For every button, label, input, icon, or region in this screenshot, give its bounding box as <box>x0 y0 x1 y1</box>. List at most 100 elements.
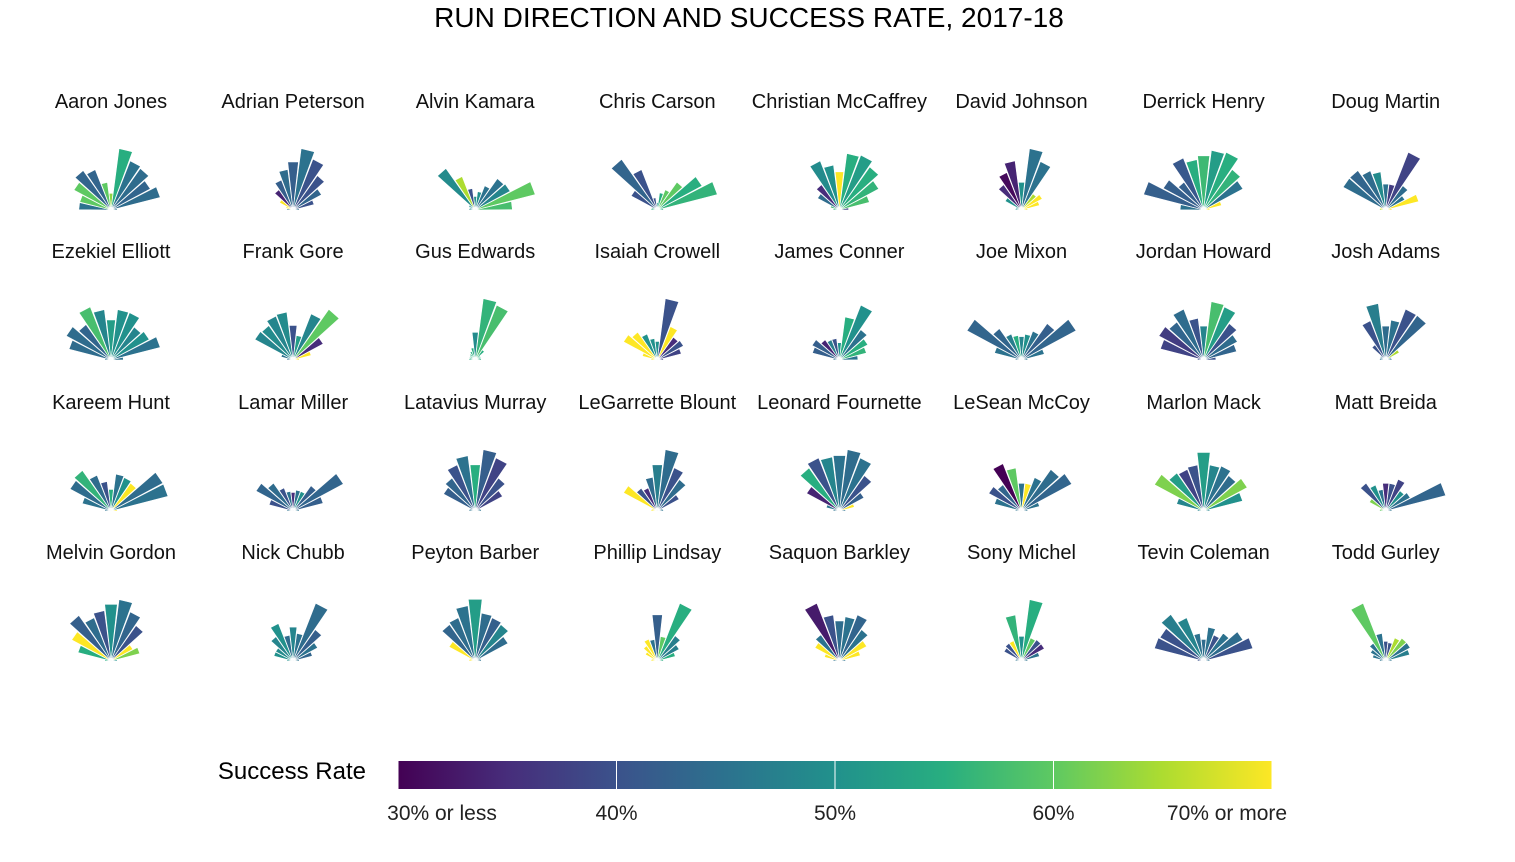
player-name: Gus Edwards <box>415 241 535 263</box>
direction-bar <box>632 169 658 211</box>
direction-bar <box>997 484 1022 512</box>
direction-bar <box>110 309 129 361</box>
direction-bar <box>657 298 680 361</box>
direction-bar <box>448 617 476 662</box>
player-name: Lamar Miller <box>238 392 348 414</box>
direction-bar <box>815 634 840 662</box>
player-name: Frank Gore <box>243 241 344 263</box>
direction-bar <box>266 315 294 361</box>
direction-bar <box>623 485 658 512</box>
direction-bar <box>1178 468 1204 512</box>
direction-bar <box>446 464 476 512</box>
direction-bar <box>106 319 116 361</box>
direction-bar <box>1203 637 1254 662</box>
direction-bar <box>1199 325 1208 361</box>
direction-bar <box>998 184 1022 211</box>
player-name: Nick Chubb <box>241 542 344 564</box>
direction-bar <box>278 169 294 211</box>
direction-bar <box>474 178 505 211</box>
direction-bar <box>839 475 873 512</box>
direction-bar <box>1021 161 1052 211</box>
direction-bar <box>1203 492 1244 512</box>
player-panel: Tevin Coleman <box>1137 542 1270 662</box>
player-name: LeSean McCoy <box>953 392 1090 414</box>
player-panel: Saquon Barkley <box>769 542 910 662</box>
direction-bar <box>1385 314 1427 361</box>
direction-bar <box>657 358 664 361</box>
direction-bar <box>657 659 664 662</box>
direction-bar <box>110 509 118 512</box>
direction-bar <box>274 179 294 211</box>
direction-bar <box>1021 348 1045 361</box>
direction-bar <box>110 312 140 361</box>
player-name: Saquon Barkley <box>769 542 910 564</box>
direction-bar <box>1381 325 1390 361</box>
direction-bar <box>1021 201 1040 211</box>
direction-bar <box>1003 160 1022 211</box>
player-name: Marlon Mack <box>1146 392 1261 414</box>
direction-bar <box>1203 301 1225 361</box>
direction-bar <box>293 659 300 662</box>
direction-bar <box>1342 177 1386 211</box>
direction-bar <box>474 298 498 361</box>
player-panel: Marlon Mack <box>1146 392 1262 512</box>
player-name: Derrick Henry <box>1142 91 1264 113</box>
direction-bar <box>110 477 132 512</box>
direction-bar <box>1203 465 1232 512</box>
direction-bar <box>292 188 322 211</box>
legend-tick-label: 50% <box>814 802 856 825</box>
direction-bar <box>444 477 476 512</box>
direction-bar <box>839 650 861 662</box>
direction-bar <box>293 208 300 211</box>
direction-bar <box>292 158 325 211</box>
direction-bar <box>1021 468 1060 512</box>
small-multiples-grid: Aaron Jones Adrian Peterson Alvin Kamara Ch… <box>46 91 1447 662</box>
direction-bar <box>839 629 869 662</box>
direction-bar <box>1203 344 1238 361</box>
direction-bar <box>839 304 873 361</box>
direction-bar <box>610 158 658 211</box>
direction-bar <box>110 647 141 662</box>
direction-bar <box>1021 502 1040 512</box>
direction-bar <box>839 153 860 211</box>
direction-bar <box>78 306 112 361</box>
direction-bar <box>110 148 133 211</box>
direction-bar <box>1203 659 1211 662</box>
direction-bar <box>834 620 845 662</box>
chart-title: RUN DIRECTION AND SUCCESS RATE, 2017-18 <box>434 2 1064 33</box>
player-name: Jordan Howard <box>1136 241 1272 263</box>
legend-tick-label: 60% <box>1032 802 1074 825</box>
direction-bar <box>839 614 868 662</box>
direction-bar <box>110 208 118 211</box>
player-panel: Peyton Barber <box>411 542 539 662</box>
direction-bar <box>1171 157 1204 211</box>
player-panel: Phillip Lindsay <box>593 542 721 662</box>
direction-bar <box>1203 632 1230 662</box>
direction-bar <box>469 464 481 512</box>
direction-bar <box>474 477 506 512</box>
direction-bar <box>110 326 142 361</box>
direction-bar <box>110 186 161 211</box>
direction-bar <box>1385 308 1417 361</box>
direction-bar <box>1203 478 1248 512</box>
player-name: Ezekiel Elliott <box>52 241 171 263</box>
player-name: Tevin Coleman <box>1137 542 1269 564</box>
direction-bar <box>1203 169 1241 211</box>
direction-bar <box>93 610 112 662</box>
direction-bar <box>839 355 859 361</box>
direction-bar <box>110 659 118 662</box>
direction-bar <box>1361 320 1386 361</box>
direction-bar <box>474 304 509 361</box>
direction-bar <box>293 509 300 512</box>
direction-bar <box>1203 356 1217 361</box>
direction-bar <box>657 208 664 211</box>
player-name: Leonard Fournette <box>757 392 922 414</box>
player-panel: Josh Adams <box>1331 241 1440 361</box>
direction-bar <box>475 636 509 662</box>
direction-bar <box>1203 475 1237 512</box>
direction-bar <box>657 181 718 211</box>
direction-bar <box>623 334 658 361</box>
direction-bar <box>292 351 312 361</box>
direction-bar <box>1021 323 1056 361</box>
player-panel: Kareem Hunt <box>52 392 170 512</box>
